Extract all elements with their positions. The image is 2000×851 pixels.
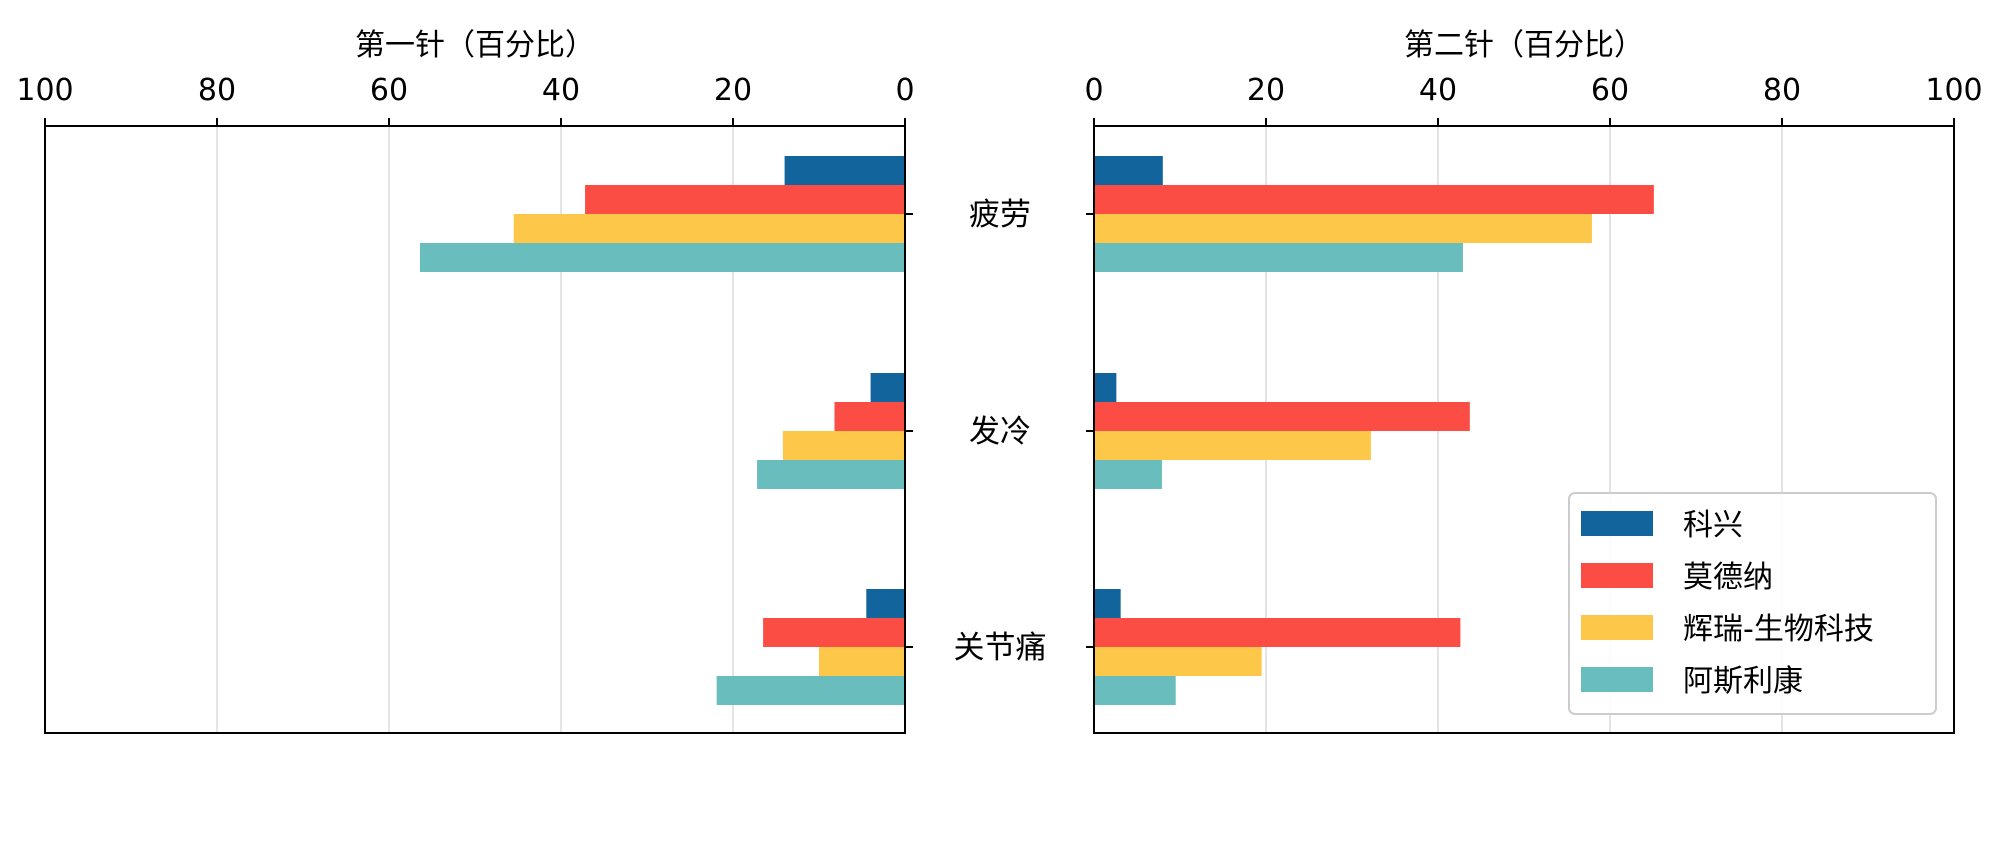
x-tick-label: 80	[1763, 73, 1801, 108]
bar	[819, 647, 905, 676]
legend-label: 阿斯利康	[1683, 664, 1803, 699]
legend-label: 莫德纳	[1683, 560, 1773, 595]
bar	[1094, 647, 1262, 676]
x-tick-label: 100	[1925, 73, 1982, 108]
legend-swatch	[1581, 511, 1653, 536]
bar	[585, 185, 905, 214]
bar	[1094, 243, 1463, 272]
legend-swatch	[1581, 563, 1653, 588]
x-tick-label: 0	[895, 73, 914, 108]
legend-label: 辉瑞-生物科技	[1683, 612, 1874, 647]
x-tick-label: 60	[370, 73, 408, 108]
x-tick-label: 100	[16, 73, 73, 108]
bar	[1094, 373, 1117, 402]
legend-swatch	[1581, 667, 1653, 692]
x-tick-label: 60	[1591, 73, 1629, 108]
legend-box	[1568, 492, 1937, 715]
bar	[1094, 402, 1470, 431]
bar	[1094, 618, 1461, 647]
legend-label: 科兴	[1683, 508, 1743, 543]
plot-frame	[44, 125, 906, 734]
legend-swatch	[1581, 615, 1653, 640]
x-tick-label: 20	[714, 73, 752, 108]
bar	[716, 676, 905, 705]
x-tick-label: 80	[198, 73, 236, 108]
bar	[1094, 589, 1121, 618]
bar	[1094, 185, 1654, 214]
bar	[419, 243, 905, 272]
x-tick-label: 40	[542, 73, 580, 108]
x-tick-label: 0	[1084, 73, 1103, 108]
bar	[1094, 676, 1176, 705]
bar	[784, 156, 905, 185]
x-tick-label: 20	[1247, 73, 1285, 108]
category-label: 发冷	[969, 414, 1031, 450]
bar	[782, 431, 905, 460]
bar	[1094, 156, 1163, 185]
panel-title: 第二针（百分比）	[1404, 28, 1644, 63]
bar	[1094, 214, 1592, 243]
x-tick-label: 40	[1419, 73, 1457, 108]
bar	[763, 618, 905, 647]
category-label: 关节痛	[954, 630, 1047, 666]
bar	[1094, 460, 1162, 489]
bar	[834, 402, 905, 431]
bar	[870, 373, 905, 402]
bar	[757, 460, 905, 489]
bar	[866, 589, 905, 618]
bar	[513, 214, 905, 243]
bar	[1094, 431, 1371, 460]
panel-title: 第一针（百分比）	[355, 28, 595, 63]
plot-frame	[1093, 125, 1955, 734]
category-label: 疲劳	[969, 197, 1031, 233]
